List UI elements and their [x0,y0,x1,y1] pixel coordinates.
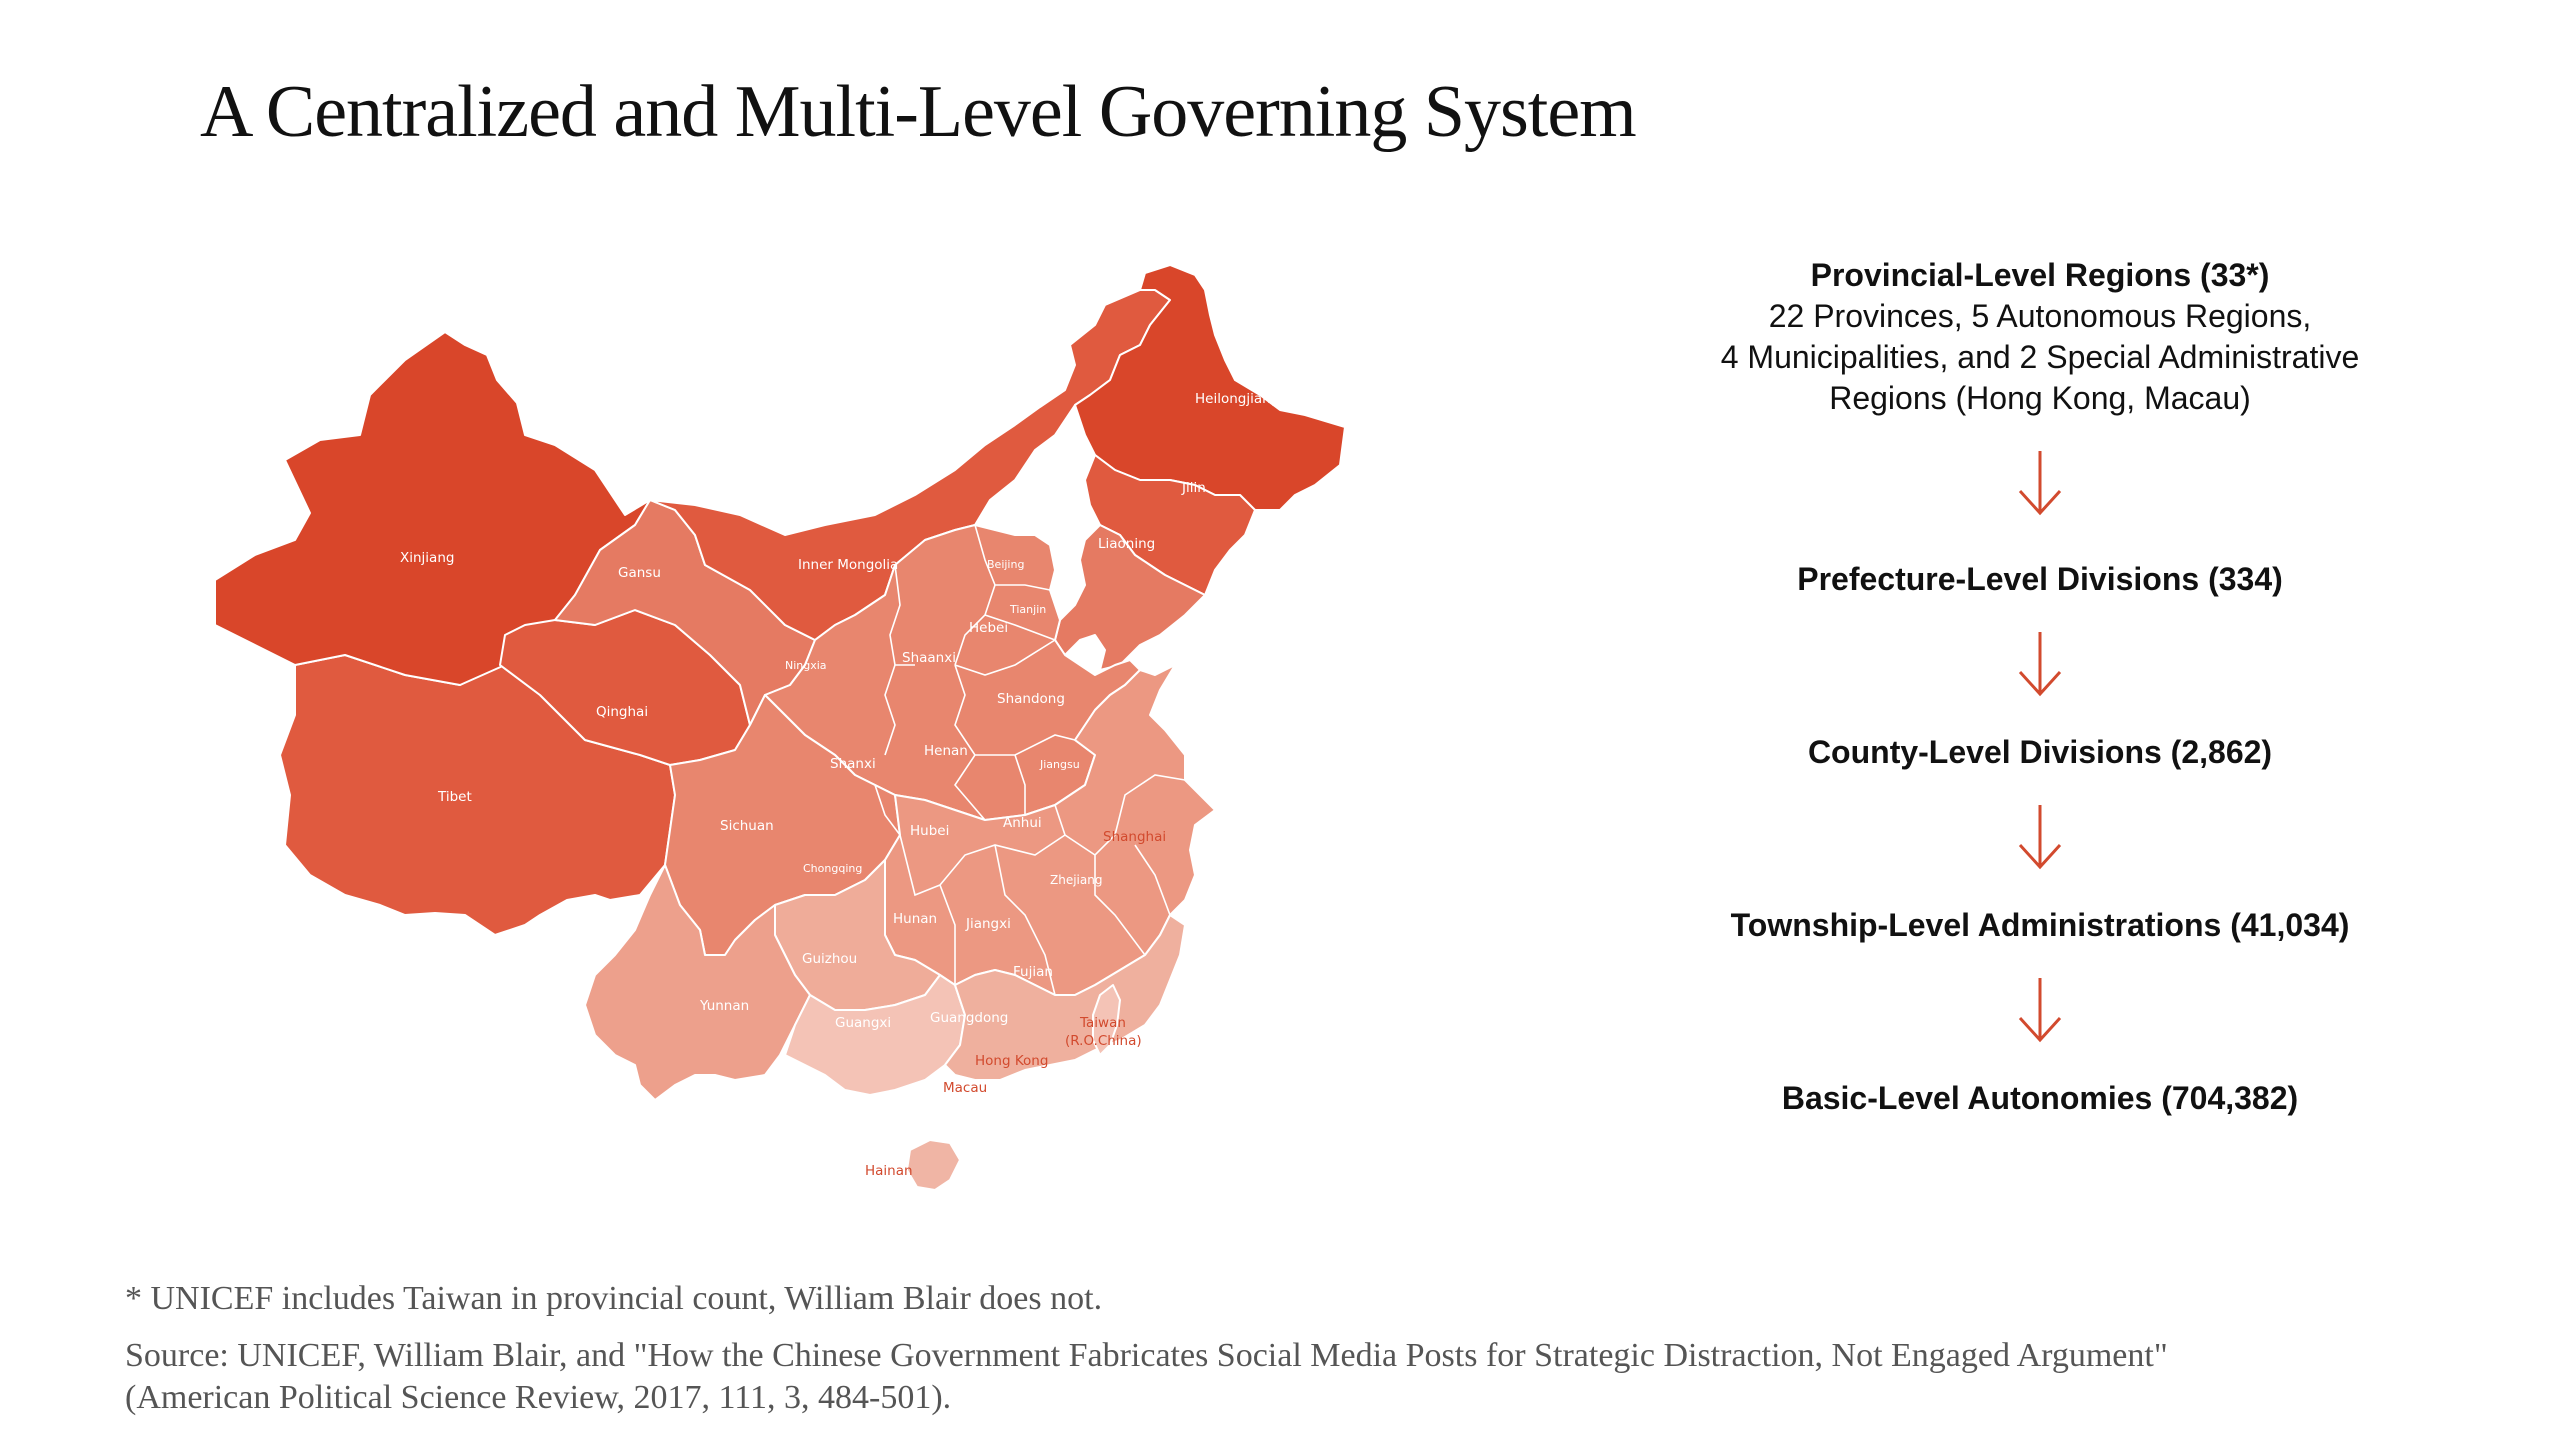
label-jiangxi: Jiangxi [965,916,1011,932]
region-hainan[interactable] [906,1139,961,1191]
label-sichuan: Sichuan [720,818,774,834]
label-ningxia: Ningxia [785,659,827,672]
label-hong-kong: Hong Kong [975,1053,1048,1069]
region-xinjiang[interactable] [214,331,651,686]
label-hubei: Hubei [910,823,949,839]
china-map-svg: Xinjiang Gansu Inner Mongolia Heilongjia… [214,264,1346,1191]
township-level: Township-Level Administrations (41,034) [1730,907,2350,943]
label-hunan: Hunan [893,911,937,927]
label-yunnan: Yunnan [699,998,749,1014]
label-shanxi: Shanxi [830,756,876,772]
label-inner-mongolia: Inner Mongolia [798,557,898,573]
label-jilin: Jilin [1181,480,1206,496]
label-shanghai: Shanghai [1103,829,1166,845]
label-beijing: Beijing [987,558,1024,571]
down-arrow-icon [1640,946,2440,1078]
label-gansu: Gansu [618,565,661,581]
label-shandong: Shandong [997,691,1065,707]
region-taiwan[interactable] [1092,984,1121,1056]
region-yunnan[interactable] [584,864,811,1101]
label-liaoning: Liaoning [1098,536,1155,552]
down-arrow-icon [1640,773,2440,905]
label-hainan: Hainan [865,1163,913,1179]
source-citation: Source: UNICEF, William Blair, and "How … [125,1335,2425,1419]
county-level: County-Level Divisions (2,862) [1807,734,2273,770]
label-anhui: Anhui [1003,815,1042,831]
label-shaanxi: Shaanxi [902,650,956,666]
label-taiwan: Taiwan [1079,1015,1126,1031]
page-title: A Centralized and Multi-Level Governing … [200,71,1637,153]
label-hebei: Hebei [969,620,1008,636]
label-guangdong: Guangdong [930,1010,1008,1026]
basic-level: Basic-Level Autonomies (704,382) [1781,1080,2299,1116]
source-line-2: (American Political Science Review, 2017… [125,1379,952,1416]
prefecture-level: Prefecture-Level Divisions (334) [1797,561,2283,597]
label-roc: (R.O.China) [1065,1033,1142,1049]
provincial-desc-line-1: 22 Provinces, 5 Autonomous Regions, [1768,298,2312,334]
label-zhejiang: Zhejiang [1050,873,1102,887]
provincial-desc-line-3: Regions (Hong Kong, Macau) [1829,380,2251,416]
label-guangxi: Guangxi [835,1015,891,1031]
label-guizhou: Guizhou [802,951,857,967]
border-lines [874,524,1186,996]
down-arrow-icon [1640,419,2440,559]
hierarchy-panel: Provincial-Level Regions (33*) 22 Provin… [1640,255,2440,1119]
label-henan: Henan [924,743,968,759]
label-fujian: Fujian [1013,964,1053,980]
label-chongqing: Chongqing [803,862,862,875]
source-line-1: Source: UNICEF, William Blair, and "How … [125,1337,2168,1374]
label-tibet: Tibet [437,789,472,805]
label-xinjiang: Xinjiang [400,550,454,566]
region-liaoning[interactable] [1054,524,1206,671]
label-qinghai: Qinghai [596,704,648,720]
label-tianjin: Tianjin [1009,603,1046,616]
down-arrow-icon [1640,600,2440,732]
label-heilongjiang: Heilongjiang [1195,391,1279,407]
region-guangdong[interactable] [944,914,1186,1081]
label-macau: Macau [943,1080,987,1096]
provincial-desc-line-2: 4 Municipalities, and 2 Special Administ… [1720,339,2360,375]
provincial-level-title: Provincial-Level Regions (33*) [1810,257,2270,293]
footnote: * UNICEF includes Taiwan in provincial c… [125,1280,1103,1317]
china-map: Xinjiang Gansu Inner Mongolia Heilongjia… [195,195,1375,1215]
label-jiangsu: Jiangsu [1039,758,1080,771]
